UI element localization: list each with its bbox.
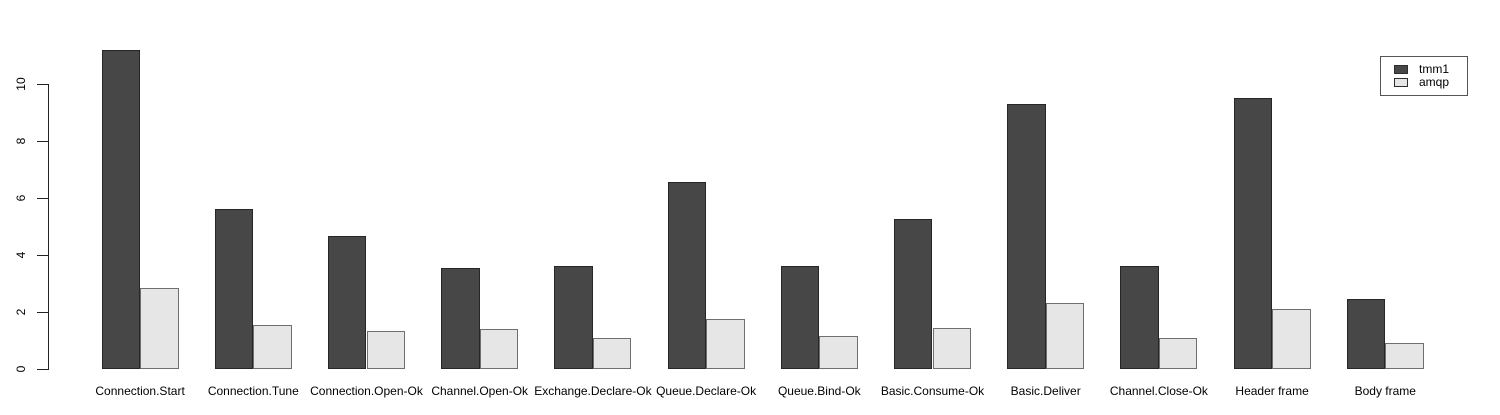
bar-tmm1 [1120, 266, 1159, 369]
legend-item-amqp: amqp [1394, 76, 1467, 89]
y-tick-line [37, 141, 48, 142]
bar-amqp [592, 337, 632, 369]
y-tick-label: 2 [14, 308, 28, 316]
x-axis-label: Connection.Tune [207, 384, 299, 398]
bar-tmm1 [1007, 103, 1046, 369]
y-tick-line [37, 369, 48, 370]
bar-tmm1 [780, 266, 820, 369]
bar-amqp [1385, 343, 1424, 369]
x-axis-label: Basic.Deliver [1010, 384, 1081, 398]
bar-amqp [140, 287, 179, 369]
bar-tmm1 [1233, 98, 1273, 369]
bar-tmm1 [214, 209, 254, 369]
bar-tmm1 [667, 182, 707, 369]
y-tick-line [37, 312, 48, 313]
legend-label-amqp: amqp [1419, 75, 1450, 89]
y-tick-label: 4 [14, 251, 28, 259]
bar-amqp [1158, 337, 1198, 369]
x-axis-label: Connection.Open-Ok [310, 384, 423, 398]
bar-amqp [706, 319, 745, 369]
y-tick-line [37, 84, 48, 85]
x-axis-label: Channel.Open-Ok [431, 384, 529, 398]
bar-tmm1 [101, 49, 141, 369]
bar-tmm1 [1346, 299, 1386, 369]
y-tick-label: 6 [14, 194, 28, 202]
bar-amqp [253, 324, 292, 369]
x-axis-label: Body frame [1354, 384, 1416, 398]
y-tick-line [37, 198, 48, 199]
y-axis-line [48, 84, 49, 370]
bar-amqp [1045, 303, 1085, 369]
x-axis-label: Exchange.Declare-Ok [534, 384, 652, 398]
y-tick-label: 0 [14, 365, 28, 373]
y-tick-line [37, 255, 48, 256]
x-axis-label: Basic.Consume-Ok [880, 384, 985, 398]
legend-item-tmm1: tmm1 [1394, 63, 1467, 76]
x-axis-label: Queue.Bind-Ok [777, 384, 861, 398]
bar-amqp [932, 327, 972, 369]
x-axis-label: Header frame [1235, 384, 1309, 398]
bar-tmm1 [327, 236, 367, 369]
bar-amqp [366, 330, 406, 369]
bar-amqp [479, 329, 519, 369]
legend-swatch-tmm1 [1394, 65, 1408, 74]
legend-swatch-amqp [1394, 78, 1408, 87]
x-axis-label: Connection.Start [95, 384, 185, 398]
bar-amqp [1272, 309, 1311, 369]
bar-tmm1 [441, 267, 480, 369]
bar-amqp [819, 336, 858, 369]
bar-tmm1 [893, 219, 933, 369]
legend: tmm1 amqp [1380, 56, 1468, 96]
x-axis-label: Queue.Declare-Ok [656, 384, 757, 398]
x-axis-label: Channel.Close-Ok [1109, 384, 1208, 398]
y-tick-label: 8 [14, 137, 28, 145]
y-tick-label: 10 [14, 77, 28, 91]
bar-tmm1 [554, 266, 593, 369]
legend-label-tmm1: tmm1 [1419, 62, 1449, 76]
